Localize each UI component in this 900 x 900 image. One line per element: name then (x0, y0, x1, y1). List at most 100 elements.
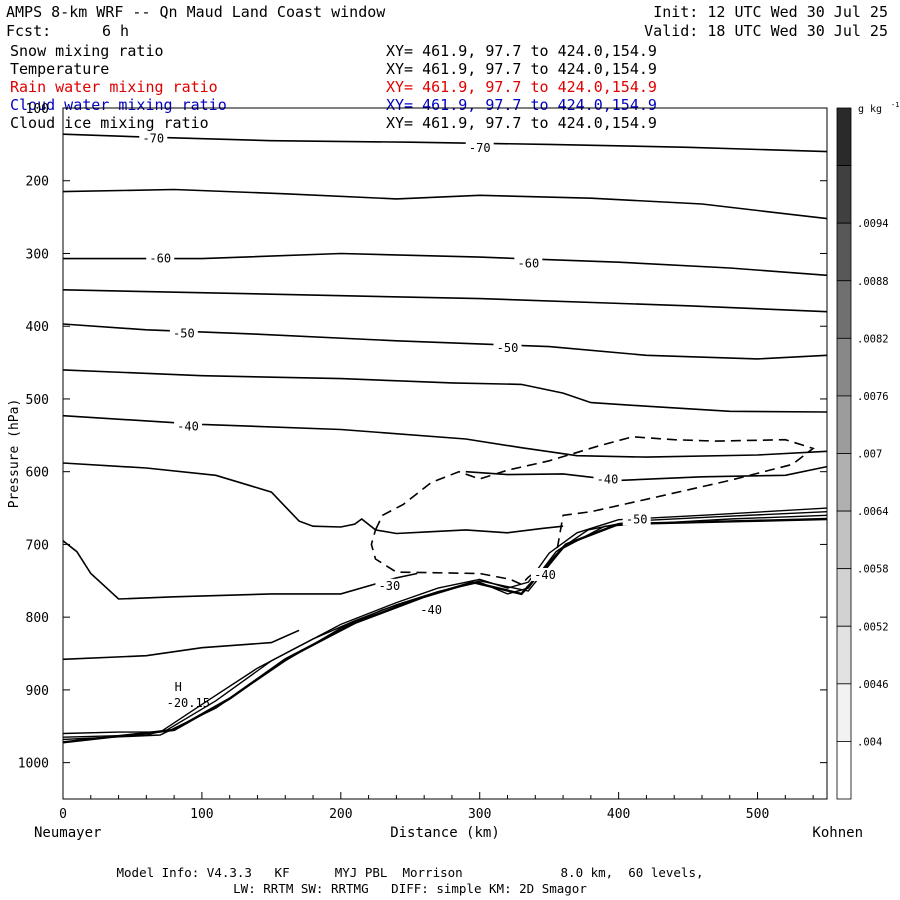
colorbar-level-0: .004 (857, 736, 882, 748)
contour-label-4: -50 (173, 326, 195, 340)
y-tick-label-500: 500 (26, 393, 49, 408)
terrain-line-0 (62, 507, 828, 735)
x-axis-label: Distance (km) (390, 825, 500, 841)
x-tick-label-200: 200 (329, 807, 352, 822)
contour-label-bg-1 (465, 141, 494, 155)
contour-label-bg-7 (593, 472, 622, 486)
colorbar-level-9: .0094 (857, 218, 889, 230)
contour-labels: -70 -70 -60 -60 -50 -50 -40 -40 -30 -40 -40 -50 H -20… (139, 131, 651, 710)
temperature-contour-0 (62, 133, 828, 153)
contour-label-bg-9 (417, 602, 446, 616)
plot-frame (62, 107, 828, 800)
temperature-contour-3 (62, 289, 828, 313)
colorbar-box-0 (836, 107, 852, 166)
y-tick-label-700: 700 (26, 538, 49, 553)
colorbar-box-7 (836, 510, 852, 570)
colorbar-level-3: .0058 (857, 564, 889, 576)
y-tick-label-800: 800 (26, 611, 49, 626)
x-tick-label-300: 300 (468, 807, 491, 822)
field-xy-temperature: XY= 461.9, 97.7 to 424.0,154.9 (386, 60, 657, 78)
colorbar-box-10 (836, 683, 852, 742)
contour-label-7: -40 (597, 473, 619, 487)
extremum-label: H (175, 680, 182, 694)
colorbar-box-3 (836, 280, 852, 339)
y-tick-label-200: 200 (26, 175, 49, 190)
valid-time: Valid: 18 UTC Wed 30 Jul 25 (644, 22, 888, 40)
model-info-line2: LW: RRTM SW: RRTMG DIFF: simple KM: 2D S… (233, 881, 587, 896)
x-tick-label-500: 500 (746, 807, 769, 822)
contour-label-9: -40 (420, 603, 442, 617)
axes: 100 200 300 400 500 600 700 800 900 1000 0 100 200 30… (7, 102, 863, 841)
chart-title: AMPS 8-km WRF -- Qn Maud Land Coast wind… (6, 3, 386, 21)
contour-label-bg-10 (531, 567, 560, 581)
x-endpoint-right: Kohnen (812, 825, 863, 841)
colorbar: .004 .0046 .0052 .0058 .0064 .007 .0076 .0082 .0… (836, 101, 899, 800)
temperature-contour-10 (62, 629, 300, 661)
field-name-temperature: Temperature (10, 60, 110, 78)
contour-label-10: -40 (534, 568, 556, 582)
colorbar-level-7: .0082 (857, 333, 889, 345)
contour-label-bg-11 (622, 512, 651, 526)
contour-label-11: -50 (626, 513, 648, 527)
cloud-ice-contour (370, 435, 815, 586)
field-xy-rain: XY= 461.9, 97.7 to 424.0,154.9 (386, 78, 657, 96)
colorbar-box-9 (836, 625, 852, 685)
colorbar-unit: g kg (858, 104, 882, 115)
colorbar-box-8 (836, 568, 852, 627)
model-info-line1: Model Info: V4.3.3 KF MYJ PBL Morrison 8… (116, 865, 704, 880)
colorbar-box-4 (836, 337, 852, 397)
contour-label-8: -30 (379, 579, 401, 593)
temperature-contour-1 (62, 188, 828, 220)
temperature-contour-4 (62, 323, 828, 360)
field-name-cloud-water: Cloud water mixing ratio (10, 96, 227, 114)
field-xy-cloud-ice: XY= 461.9, 97.7 to 424.0,154.9 (386, 114, 657, 132)
forecast-label: Fcst: (6, 22, 52, 40)
colorbar-level-2: .0052 (857, 621, 889, 633)
contour-label-5: -50 (497, 341, 519, 355)
contour-label-1: -70 (469, 141, 491, 155)
colorbar-box-1 (836, 165, 852, 224)
cloud-ice-dashed-contour (370, 435, 815, 586)
contour-label-6: -40 (177, 420, 199, 434)
x-tick-label-0: 0 (59, 807, 67, 822)
field-name-rain: Rain water mixing ratio (10, 78, 218, 96)
colorbar-unit-superscript: -1 (891, 101, 899, 109)
x-tick-label-100: 100 (190, 807, 213, 822)
contour-label-0: -70 (142, 132, 164, 146)
temperature-contour-9 (62, 540, 418, 600)
contour-label-bg-2 (146, 251, 175, 265)
forecast-value: 6 h (102, 22, 130, 40)
temperature-contour-2 (63, 252, 828, 277)
temperature-contour-5 (62, 369, 828, 413)
init-time: Init: 12 UTC Wed 30 Jul 25 (653, 3, 888, 21)
extremum-value: -20.15 (167, 696, 210, 710)
contour-label-bg-4 (169, 326, 198, 340)
colorbar-box-2 (836, 222, 852, 282)
contour-label-bg-8 (375, 578, 404, 592)
colorbar-level-5: .007 (857, 449, 882, 461)
y-tick-label-1000: 1000 (18, 757, 49, 772)
field-xy-snow: XY= 461.9, 97.7 to 424.0,154.9 (386, 42, 657, 60)
field-name-snow: Snow mixing ratio (10, 42, 164, 60)
temperature-contour-7 (62, 462, 564, 535)
y-tick-label-600: 600 (26, 466, 49, 481)
y-tick-label-400: 400 (26, 320, 49, 335)
contour-label-2: -60 (149, 252, 171, 266)
temperature-contour-6 (62, 414, 828, 458)
y-tick-label-100: 100 (26, 102, 49, 117)
colorbar-level-8: .0088 (857, 276, 889, 288)
contour-label-3: -60 (518, 257, 540, 271)
y-tick-label-300: 300 (26, 247, 49, 262)
contour-label-bg-3 (514, 256, 543, 270)
temperature-contours (62, 133, 828, 661)
contour-label-bg-6 (174, 419, 203, 433)
x-endpoint-left: Neumayer (34, 825, 101, 841)
colorbar-box-5 (836, 395, 852, 454)
x-tick-label-400: 400 (607, 807, 630, 822)
colorbar-box-11 (836, 741, 852, 800)
colorbar-level-6: .0076 (857, 391, 889, 403)
contour-label-bg-5 (493, 341, 522, 355)
contour-label-bg-0 (139, 131, 168, 145)
colorbar-level-1: .0046 (857, 679, 889, 691)
